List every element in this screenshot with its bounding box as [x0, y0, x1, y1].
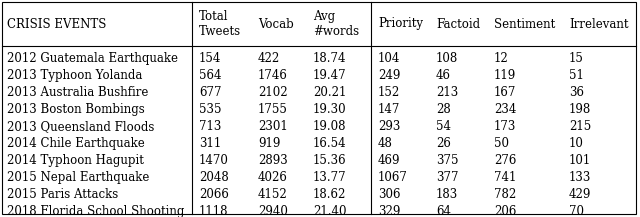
Text: 20.21: 20.21: [313, 86, 346, 99]
Text: Priority: Priority: [378, 18, 423, 31]
Text: 741: 741: [494, 171, 516, 184]
Text: 215: 215: [569, 120, 591, 133]
Text: 2015 Paris Attacks: 2015 Paris Attacks: [7, 188, 118, 201]
Text: 133: 133: [569, 171, 591, 184]
Text: 46: 46: [436, 69, 451, 82]
Text: 167: 167: [494, 86, 516, 99]
Text: 2102: 2102: [258, 86, 287, 99]
Text: 306: 306: [378, 188, 401, 201]
Text: 54: 54: [436, 120, 451, 133]
Text: 249: 249: [378, 69, 401, 82]
Text: 28: 28: [436, 103, 451, 116]
Text: 19.08: 19.08: [313, 120, 346, 133]
Text: Sentiment: Sentiment: [494, 18, 556, 31]
Text: 147: 147: [378, 103, 401, 116]
Text: 152: 152: [378, 86, 400, 99]
Text: 1755: 1755: [258, 103, 288, 116]
Text: 10: 10: [569, 137, 584, 150]
Text: 677: 677: [199, 86, 221, 99]
Text: 276: 276: [494, 154, 516, 167]
Text: 12: 12: [494, 52, 509, 65]
Text: 535: 535: [199, 103, 221, 116]
Text: 50: 50: [494, 137, 509, 150]
Text: 2013 Typhoon Yolanda: 2013 Typhoon Yolanda: [7, 69, 142, 82]
Text: 173: 173: [494, 120, 516, 133]
Text: 18.74: 18.74: [313, 52, 346, 65]
Text: 2013 Australia Bushfire: 2013 Australia Bushfire: [7, 86, 148, 99]
Text: 19.47: 19.47: [313, 69, 347, 82]
Text: 1118: 1118: [199, 205, 228, 217]
Text: 101: 101: [569, 154, 591, 167]
Text: 2048: 2048: [199, 171, 228, 184]
Text: 16.54: 16.54: [313, 137, 347, 150]
Text: Factoid: Factoid: [436, 18, 480, 31]
Text: 4152: 4152: [258, 188, 288, 201]
Text: 329: 329: [378, 205, 401, 217]
Text: Total
Tweets: Total Tweets: [199, 10, 241, 38]
Text: 311: 311: [199, 137, 221, 150]
Text: 36: 36: [569, 86, 584, 99]
Text: 15.36: 15.36: [313, 154, 347, 167]
Text: 377: 377: [436, 171, 458, 184]
Text: 919: 919: [258, 137, 280, 150]
Text: 206: 206: [494, 205, 516, 217]
Text: 564: 564: [199, 69, 221, 82]
Text: 469: 469: [378, 154, 401, 167]
Text: 104: 104: [378, 52, 401, 65]
Text: 782: 782: [494, 188, 516, 201]
Text: 26: 26: [436, 137, 451, 150]
Text: 1470: 1470: [199, 154, 229, 167]
Text: 15: 15: [569, 52, 584, 65]
Text: 51: 51: [569, 69, 584, 82]
Text: 2893: 2893: [258, 154, 288, 167]
Text: 713: 713: [199, 120, 221, 133]
Text: 4026: 4026: [258, 171, 288, 184]
Text: 213: 213: [436, 86, 458, 99]
Text: 375: 375: [436, 154, 458, 167]
Text: Vocab: Vocab: [258, 18, 294, 31]
Text: 18.62: 18.62: [313, 188, 346, 201]
Text: 2014 Typhoon Hagupit: 2014 Typhoon Hagupit: [7, 154, 144, 167]
Text: 422: 422: [258, 52, 280, 65]
Text: 183: 183: [436, 188, 458, 201]
Text: 119: 119: [494, 69, 516, 82]
Text: 429: 429: [569, 188, 591, 201]
Text: CRISIS EVENTS: CRISIS EVENTS: [7, 18, 106, 31]
Text: 21.40: 21.40: [313, 205, 346, 217]
Text: 198: 198: [569, 103, 591, 116]
Text: 70: 70: [569, 205, 584, 217]
Text: 48: 48: [378, 137, 393, 150]
Text: 2013 Queensland Floods: 2013 Queensland Floods: [7, 120, 154, 133]
Text: 1746: 1746: [258, 69, 288, 82]
Text: 154: 154: [199, 52, 221, 65]
Text: Irrelevant: Irrelevant: [569, 18, 628, 31]
Text: 2018 Florida School Shooting: 2018 Florida School Shooting: [7, 205, 184, 217]
Text: 19.30: 19.30: [313, 103, 347, 116]
Text: 2940: 2940: [258, 205, 288, 217]
Text: 2015 Nepal Earthquake: 2015 Nepal Earthquake: [7, 171, 149, 184]
Text: 2014 Chile Earthquake: 2014 Chile Earthquake: [7, 137, 145, 150]
Text: 293: 293: [378, 120, 401, 133]
Text: 2301: 2301: [258, 120, 288, 133]
Text: Avg
#words: Avg #words: [313, 10, 359, 38]
Text: 64: 64: [436, 205, 451, 217]
Text: 1067: 1067: [378, 171, 408, 184]
Text: 2013 Boston Bombings: 2013 Boston Bombings: [7, 103, 145, 116]
Text: 2066: 2066: [199, 188, 229, 201]
Text: 13.77: 13.77: [313, 171, 347, 184]
Text: 234: 234: [494, 103, 516, 116]
Text: 108: 108: [436, 52, 458, 65]
Text: 2012 Guatemala Earthquake: 2012 Guatemala Earthquake: [7, 52, 178, 65]
